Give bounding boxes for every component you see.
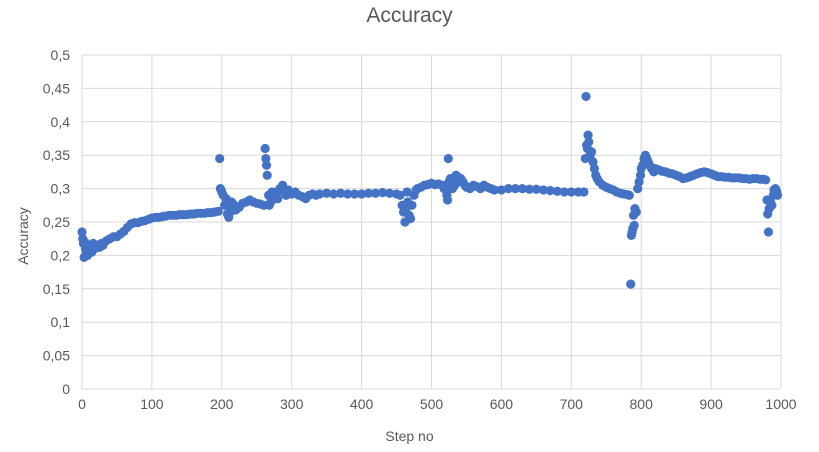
data-point <box>496 185 506 195</box>
data-point <box>631 207 641 217</box>
data-point <box>405 214 416 224</box>
data-point <box>350 189 360 199</box>
data-point <box>260 143 270 154</box>
data-point <box>761 175 771 185</box>
x-tick-label: 700 <box>560 396 584 412</box>
data-point <box>583 130 593 140</box>
data-point <box>363 188 374 198</box>
data-point <box>442 195 453 205</box>
x-tick-label: 300 <box>280 396 304 412</box>
data-point <box>261 160 272 170</box>
data-point <box>329 189 339 199</box>
data-point <box>503 184 513 194</box>
data-point <box>763 227 774 237</box>
x-tick-label: 400 <box>350 396 374 412</box>
y-tick-label: 0,2 <box>51 247 71 263</box>
data-point <box>545 186 555 196</box>
data-point <box>343 189 353 199</box>
y-tick-label: 0,35 <box>43 147 70 163</box>
data-point <box>395 190 405 200</box>
data-point <box>262 170 272 180</box>
y-tick-label: 0,5 <box>51 47 71 63</box>
data-point <box>377 188 388 198</box>
data-point <box>315 189 325 199</box>
data-point <box>384 188 395 198</box>
x-tick-label: 900 <box>699 396 723 412</box>
y-tick-label: 0,45 <box>43 80 70 96</box>
data-point <box>772 190 783 200</box>
y-tick-label: 0,1 <box>51 314 71 330</box>
data-point <box>489 185 500 195</box>
data-point <box>531 184 541 194</box>
data-point <box>322 188 332 198</box>
data-point <box>517 184 527 194</box>
data-point <box>443 153 453 164</box>
data-point <box>767 200 777 210</box>
data-point <box>370 188 381 198</box>
data-point <box>77 227 87 237</box>
x-tick-label: 100 <box>140 396 164 412</box>
data-point <box>586 147 597 157</box>
x-tick-label: 500 <box>420 396 444 412</box>
data-point <box>273 194 283 204</box>
data-point <box>357 189 367 199</box>
x-axis-label: Step no <box>385 428 434 444</box>
data-point <box>538 185 548 195</box>
data-point <box>635 170 646 180</box>
x-tick-label: 0 <box>78 396 86 412</box>
data-point <box>624 190 634 200</box>
data-point <box>261 153 271 164</box>
data-point <box>524 184 534 194</box>
data-point <box>629 220 639 230</box>
data-point <box>213 206 223 216</box>
data-point <box>566 187 576 197</box>
y-tick-label: 0,4 <box>51 114 71 130</box>
data-point <box>215 153 225 164</box>
data-point <box>626 279 636 289</box>
data-point <box>559 187 569 197</box>
data-point <box>584 137 594 147</box>
chart-title: Accuracy <box>366 4 453 27</box>
y-tick-label: 0,25 <box>43 214 70 230</box>
x-tick-label: 600 <box>490 396 514 412</box>
x-tick-label: 800 <box>630 396 654 412</box>
data-point <box>402 187 412 197</box>
data-point <box>336 188 346 198</box>
x-tick-label: 1000 <box>765 396 796 412</box>
y-tick-label: 0,15 <box>43 281 70 297</box>
data-point <box>579 187 589 197</box>
data-point <box>581 91 591 102</box>
y-tick-label: 0,3 <box>51 181 71 197</box>
y-tick-label: 0 <box>62 381 70 397</box>
y-tick-label: 0,05 <box>43 348 70 364</box>
data-point <box>552 186 562 196</box>
data-point <box>407 200 417 210</box>
x-tick-label: 200 <box>210 396 234 412</box>
data-point <box>510 184 520 194</box>
